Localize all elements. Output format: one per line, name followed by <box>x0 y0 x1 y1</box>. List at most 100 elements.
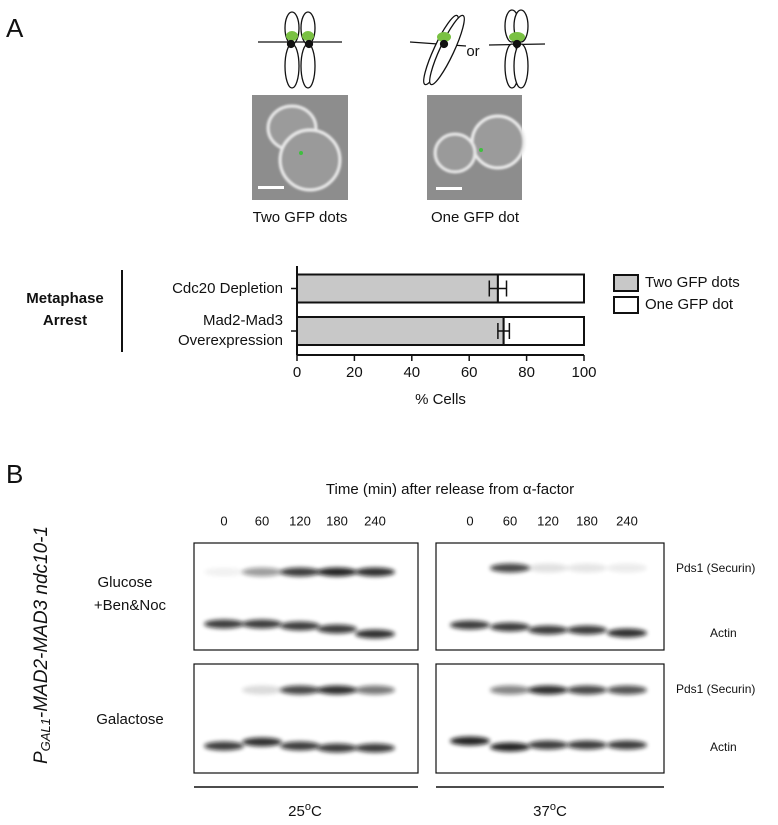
micrograph-caption: Two GFP dots <box>253 209 348 226</box>
time-label: 0 <box>220 513 227 528</box>
blot-band <box>242 685 282 695</box>
blot-band <box>490 622 530 632</box>
blot-band <box>280 621 320 631</box>
blot-band <box>607 563 647 573</box>
micrograph <box>427 95 526 200</box>
temperature-unit: C <box>311 803 322 820</box>
temperature-label: 37oC <box>533 801 567 820</box>
x-tick-label: 60 <box>461 364 478 381</box>
blot-band <box>242 619 282 629</box>
blot-band <box>204 567 244 577</box>
blot-band <box>607 740 647 750</box>
genotype-label: PGAL1-MAD2-MAD3 ndc10-1 <box>31 526 53 764</box>
legend-swatch <box>613 274 639 292</box>
blot-band <box>528 563 568 573</box>
group-label: Metaphase Arrest <box>26 290 104 329</box>
time-label: 60 <box>255 513 269 528</box>
bar-segment <box>296 316 505 346</box>
blot-band <box>280 685 320 695</box>
legend-swatch <box>613 296 639 314</box>
blot-band <box>317 624 357 634</box>
blot-band <box>280 567 320 577</box>
panel-label: B <box>6 459 23 489</box>
x-tick-label: 40 <box>403 364 420 381</box>
band-label: Pds1 (Securin) <box>676 561 755 575</box>
error-bar <box>497 323 511 339</box>
blot-band <box>528 685 568 695</box>
time-label: 0 <box>466 513 473 528</box>
blot-band <box>490 685 530 695</box>
time-label: 240 <box>364 513 386 528</box>
error-bar <box>488 280 508 297</box>
blot-band <box>242 737 282 747</box>
chromosome-diagram <box>409 9 546 89</box>
panel-label: A <box>6 13 24 43</box>
band-label: Pds1 (Securin) <box>676 682 755 696</box>
time-label: 60 <box>503 513 517 528</box>
blot-band <box>528 740 568 750</box>
blot-band <box>355 567 395 577</box>
temperature-unit: C <box>556 803 567 820</box>
blot-band <box>355 743 395 753</box>
micrograph-caption: One GFP dot <box>431 209 520 226</box>
blot-band <box>204 619 244 629</box>
x-tick-label: 100 <box>571 364 596 381</box>
blot-band <box>242 567 282 577</box>
temperature-label: 25oC <box>288 801 322 820</box>
band-label: Actin <box>710 740 737 754</box>
genotype-subscript: GAL1 <box>38 718 53 751</box>
blot-band <box>355 685 395 695</box>
band-label: Actin <box>710 626 737 640</box>
bar-segment <box>496 273 585 304</box>
blot-title: Time (min) after release from α-factor <box>326 481 574 498</box>
legend-label: One GFP dot <box>645 296 734 313</box>
blot-band <box>490 742 530 752</box>
temperature-superscript: o <box>550 801 556 813</box>
x-tick-label: 80 <box>518 364 535 381</box>
condition-label: Glucose <box>97 574 152 591</box>
chromosome-diagram <box>258 11 342 89</box>
time-label: 240 <box>616 513 638 528</box>
time-label: 120 <box>537 513 559 528</box>
time-label: 120 <box>289 513 311 528</box>
x-tick-label: 0 <box>293 364 301 381</box>
blot-band <box>490 563 530 573</box>
bar-segment <box>296 273 499 304</box>
blot-band <box>204 741 244 751</box>
category-label: Cdc20 Depletion <box>172 279 283 297</box>
blot-band <box>317 567 357 577</box>
western-blots <box>193 542 665 774</box>
blot-box <box>193 663 419 774</box>
blot-band <box>355 629 395 639</box>
bar-segment <box>502 316 586 346</box>
condition-label: Galactose <box>96 711 164 728</box>
or-text: or <box>466 43 479 60</box>
time-label: 180 <box>326 513 348 528</box>
x-axis-label: % Cells <box>415 391 466 408</box>
blot-band <box>528 625 568 635</box>
legend-label: Two GFP dots <box>645 274 740 291</box>
blot-band <box>567 563 607 573</box>
blot-band <box>567 685 607 695</box>
micrograph <box>252 95 348 200</box>
blot-band <box>450 620 490 630</box>
blot-band <box>317 685 357 695</box>
blot-band <box>607 628 647 638</box>
blot-band <box>317 743 357 753</box>
blot-band <box>280 741 320 751</box>
category-label: Mad2-Mad3 Overexpression <box>177 312 283 349</box>
blot-band <box>567 625 607 635</box>
blot-box <box>435 663 665 774</box>
blot-band <box>450 736 490 746</box>
condition-label: +Ben&Noc <box>94 597 167 614</box>
temperature-value: 25 <box>288 803 305 820</box>
genotype-rest: -MAD2-MAD3 ndc10-1 <box>31 526 52 718</box>
temperature-superscript: o <box>305 801 311 813</box>
x-tick-label: 20 <box>346 364 363 381</box>
temperature-value: 37 <box>533 803 550 820</box>
blot-band <box>567 740 607 750</box>
time-label: 180 <box>576 513 598 528</box>
genotype-prefix: P <box>31 751 52 764</box>
